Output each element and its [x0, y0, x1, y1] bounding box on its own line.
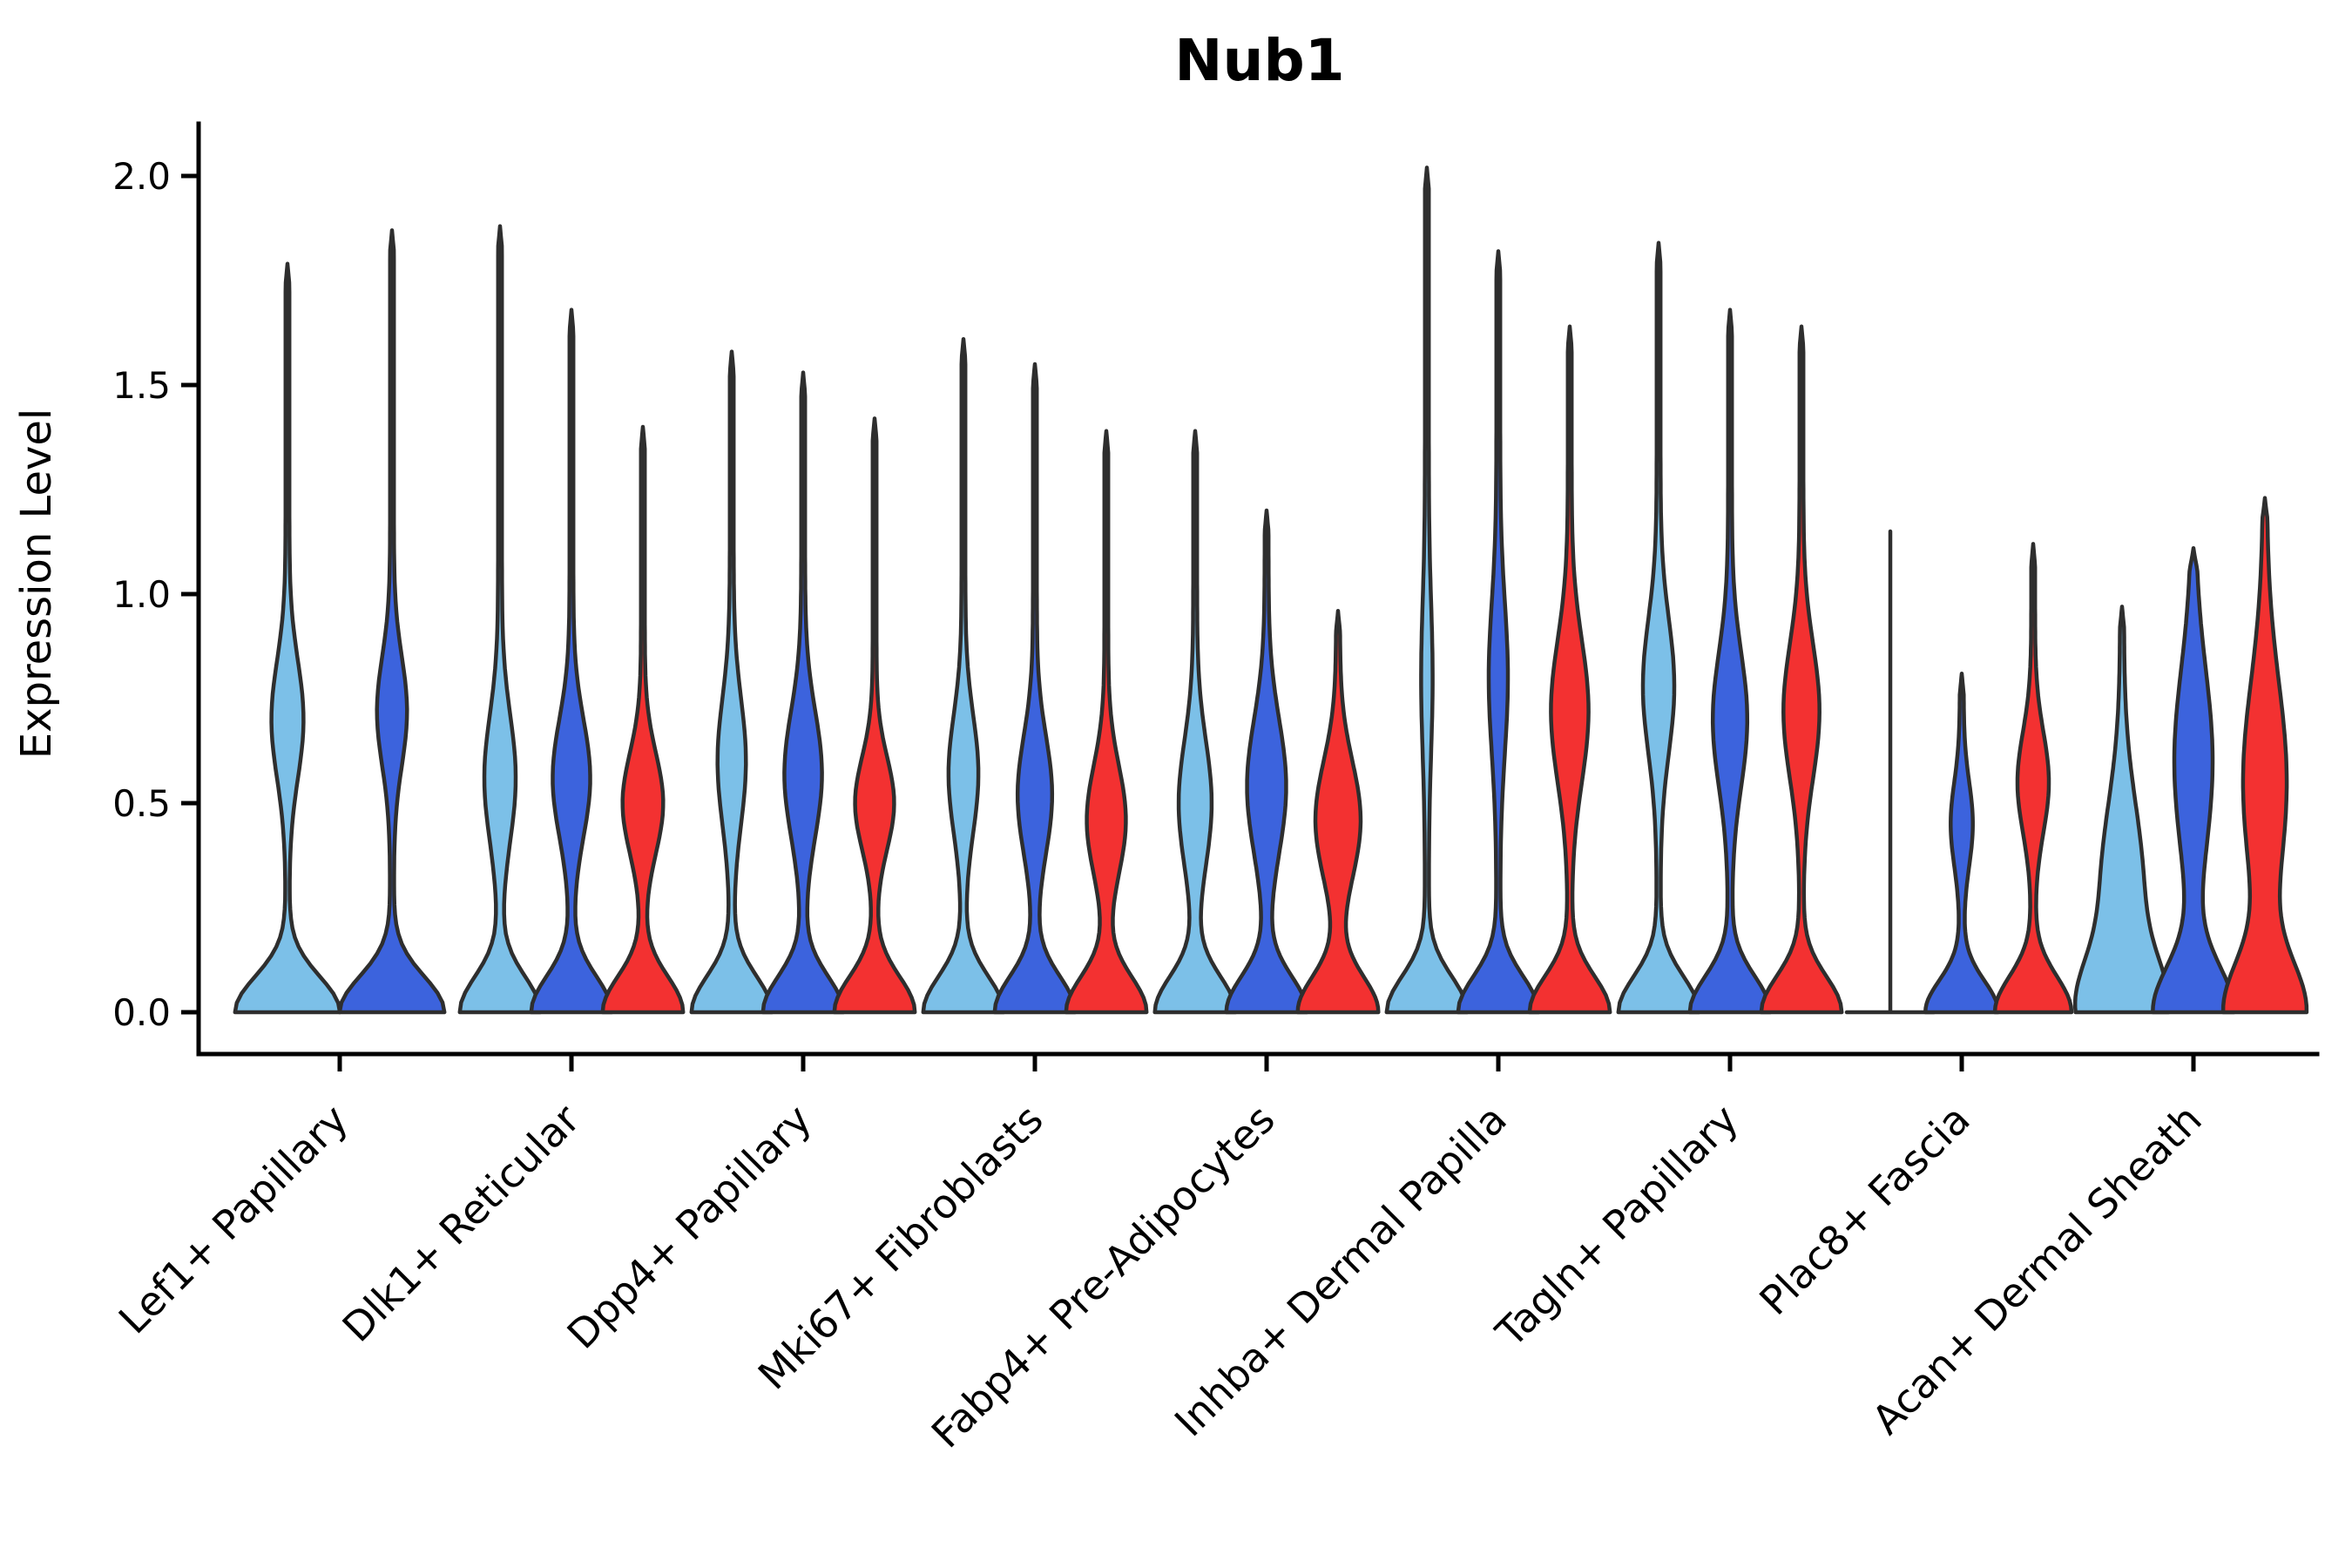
- violin-plac8-dark_blue: [1923, 671, 2001, 1015]
- violin-acan-light_blue: [2072, 605, 2172, 1015]
- violin-acan-red: [2220, 496, 2309, 1015]
- x-tick-label: Tagln+ Papillary: [1486, 1096, 1747, 1357]
- violin-group-9: [2072, 496, 2309, 1015]
- violin-inhba-red: [1527, 324, 1612, 1015]
- violin-group-3: [689, 349, 917, 1015]
- violin-group-1: [233, 228, 447, 1015]
- violin-group-8: [1844, 529, 2074, 1015]
- axes: 0.0 0.5 1.0 1.5 2.0: [112, 121, 2320, 1071]
- violin-mki67-red: [1064, 429, 1149, 1015]
- violin-plac8-red: [1992, 542, 2074, 1015]
- violin-acan-dark_blue: [2151, 545, 2236, 1015]
- y-tick-label: 1.5: [112, 364, 171, 407]
- violin-group-2: [457, 224, 686, 1015]
- violin-dpp4-dark_blue: [760, 370, 846, 1015]
- violin-mki67-dark_blue: [992, 362, 1078, 1015]
- axis-spines: [196, 121, 2320, 1057]
- violin-tagln-dark_blue: [1687, 308, 1773, 1015]
- violin-dlk1-red: [600, 424, 686, 1015]
- violin-mki67-light_blue: [921, 336, 1006, 1015]
- violin-dpp4-red: [832, 416, 917, 1015]
- violin-tagln-light_blue: [1616, 240, 1701, 1015]
- violin-dlk1-dark_blue: [529, 308, 614, 1015]
- y-tick-label: 0.5: [112, 782, 171, 825]
- chart-title: Nub1: [1174, 27, 1344, 94]
- violin-fabp4-light_blue: [1152, 429, 1238, 1015]
- y-tick-label: 2.0: [112, 155, 171, 198]
- violin-group-6: [1384, 166, 1612, 1015]
- x-tick-label: Dlk1+ Reticular: [334, 1096, 589, 1351]
- y-tick-label: 0.0: [112, 991, 171, 1034]
- violin-group-7: [1616, 240, 1844, 1015]
- violin-lef1-dark_blue: [337, 228, 447, 1015]
- violins-layer: [233, 166, 2309, 1015]
- violin-fabp4-dark_blue: [1224, 508, 1309, 1015]
- x-tick-label: Plac8+ Fascia: [1750, 1096, 1978, 1324]
- violin-lef1-light_blue: [233, 261, 342, 1015]
- violin-plac8-light_blue-collapsed: [1844, 529, 1936, 1015]
- violin-tagln-red: [1759, 324, 1844, 1015]
- violin-dpp4-light_blue: [689, 349, 774, 1015]
- y-tick-label: 1.0: [112, 573, 171, 616]
- y-axis-label: Expression Level: [12, 409, 61, 760]
- x-tick-label: Lef1+ Papillary: [110, 1096, 357, 1343]
- violin-group-5: [1152, 429, 1381, 1015]
- violin-group-4: [921, 336, 1149, 1015]
- violin-dlk1-light_blue: [457, 224, 543, 1015]
- x-tick-label: Dpp4+ Papillary: [558, 1096, 821, 1358]
- violin-inhba-light_blue: [1384, 166, 1470, 1015]
- violin-fabp4-red: [1295, 608, 1381, 1015]
- violin-inhba-dark_blue: [1456, 249, 1541, 1015]
